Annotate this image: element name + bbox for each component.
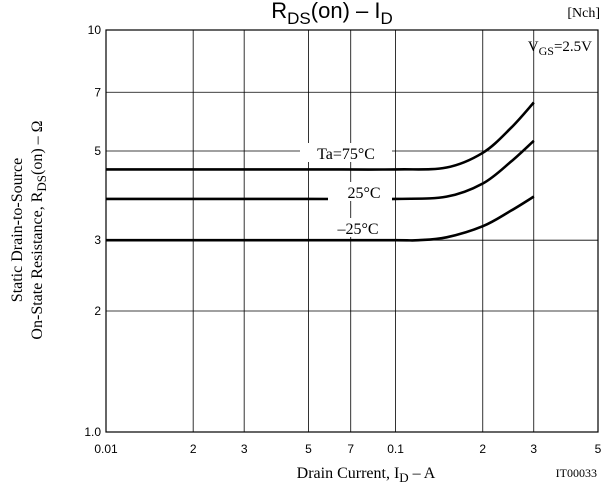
x-tick-label: 2 <box>479 442 486 456</box>
condition-label: VGS=2.5V <box>528 39 592 58</box>
figure-id: IT00033 <box>556 466 597 480</box>
y-tick-label: 1.0 <box>84 425 101 439</box>
y-axis-label-line1: Static Drain-to-Source <box>9 158 26 302</box>
series-label-75: Ta=75°C <box>317 146 375 163</box>
chart-title: RDS(on) – ID <box>271 0 393 28</box>
y-tick-label: 5 <box>94 144 101 158</box>
y-axis-label: Static Drain-to-Source On-State Resistan… <box>9 120 49 339</box>
y-axis-label-line2: On-State Resistance, RDS(on) – Ω <box>29 120 49 339</box>
x-axis-label: Drain Current, ID – A <box>297 465 436 485</box>
x-tick-label: 3 <box>530 442 537 456</box>
channel-tag: [Nch] <box>567 6 600 21</box>
tick-labels: 0.01 2 3 5 7 0.1 2 3 5 1.0 2 3 5 7 10 <box>84 23 601 456</box>
series-label-25: 25°C <box>347 185 380 202</box>
y-tick-label: 3 <box>94 233 101 247</box>
x-tick-label: 5 <box>305 442 312 456</box>
series-label-m25: –25°C <box>336 221 378 238</box>
y-tick-label: 7 <box>94 85 101 99</box>
x-tick-label: 3 <box>241 442 248 456</box>
x-tick-label: 0.01 <box>94 442 118 456</box>
x-tick-label: 5 <box>595 442 602 456</box>
y-tick-label: 10 <box>88 23 102 37</box>
label-bg-m25 <box>326 218 392 237</box>
curves <box>105 101 535 242</box>
x-tick-label: 7 <box>347 442 354 456</box>
label-bg-75 <box>300 143 392 162</box>
plot-frame <box>105 29 599 433</box>
x-tick-label: 0.1 <box>387 442 404 456</box>
series-line-0 <box>106 101 535 171</box>
series-line-2 <box>106 195 535 242</box>
label-bg-25 <box>328 182 392 201</box>
series-line-1 <box>105 139 535 201</box>
y-tick-label: 2 <box>94 304 101 318</box>
x-tick-label: 2 <box>190 442 197 456</box>
